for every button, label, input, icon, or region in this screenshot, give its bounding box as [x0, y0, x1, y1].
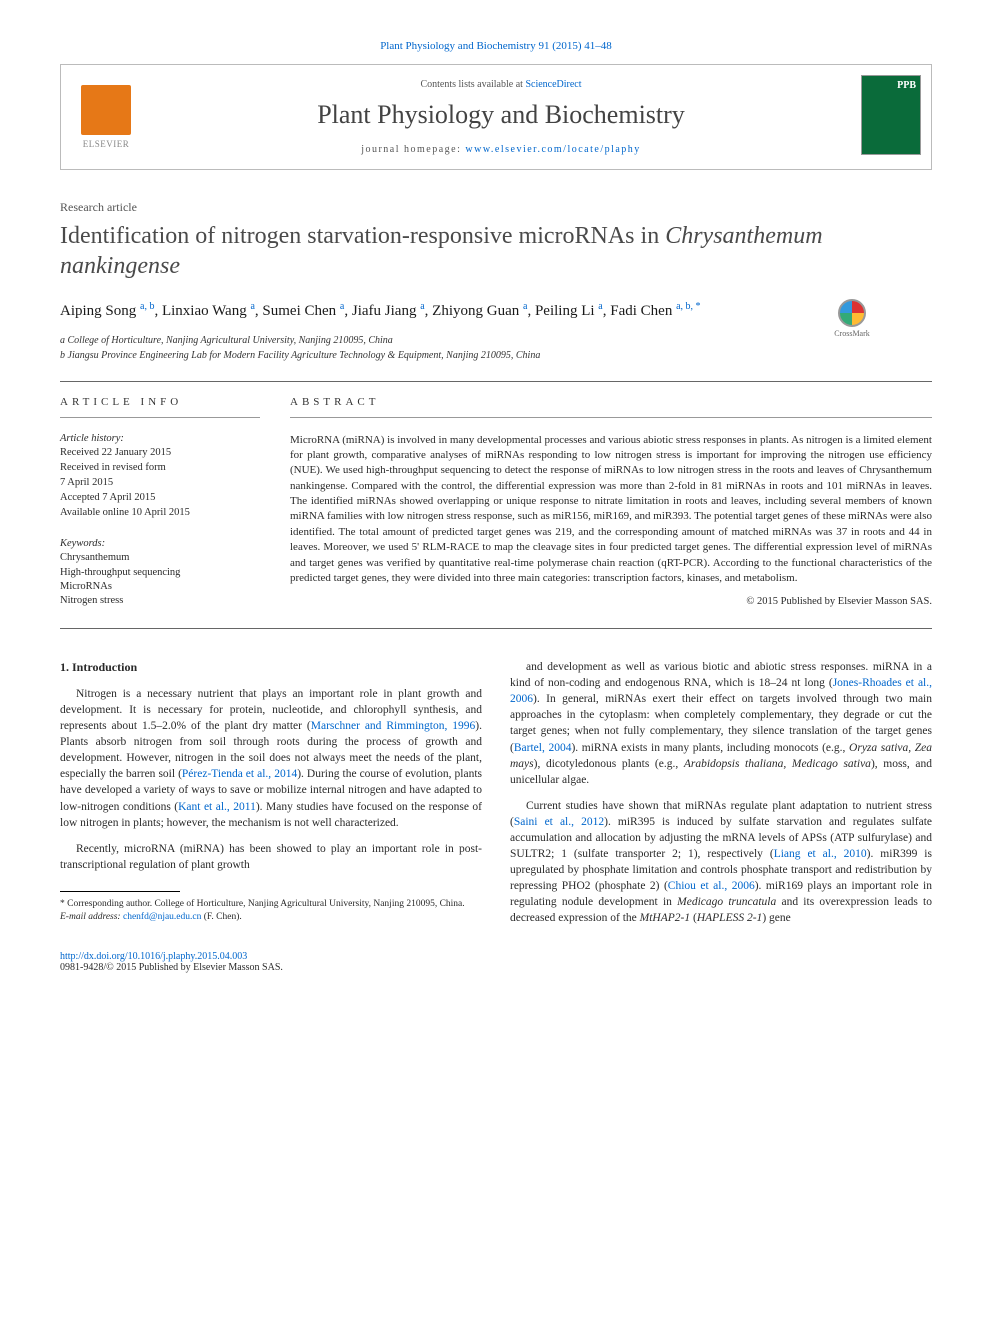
history-label: Article history:	[60, 433, 260, 444]
info-abstract-row: ARTICLE INFO Article history: Received 2…	[60, 396, 932, 609]
article-info: ARTICLE INFO Article history: Received 2…	[60, 396, 260, 609]
contents-line: Contents lists available at ScienceDirec…	[161, 79, 841, 90]
homepage-link[interactable]: www.elsevier.com/locate/plaphy	[465, 144, 640, 155]
cover-abbr: PPB	[897, 80, 916, 91]
history-online: Available online 10 April 2015	[60, 506, 260, 520]
author-5: , Zhiyong Guan	[425, 303, 523, 319]
title-wrap: Identification of nitrogen starvation-re…	[60, 221, 932, 281]
keyword-4: Nitrogen stress	[60, 594, 260, 608]
abstract-header: ABSTRACT	[290, 396, 932, 418]
corresponding-footnote: * Corresponding author. College of Horti…	[60, 898, 482, 911]
history-accepted: Accepted 7 April 2015	[60, 491, 260, 505]
elsevier-tree-icon	[81, 85, 131, 135]
history-revised-label: Received in revised form	[60, 461, 260, 475]
p4i1: Medicago truncatula	[677, 896, 776, 908]
para-3: and development as well as various bioti…	[510, 659, 932, 788]
p3d: ), dicotyledonous plants (e.g.,	[534, 758, 684, 770]
journal-cover: PPB	[851, 65, 931, 169]
footnote-separator	[60, 891, 180, 892]
email-suffix: (F. Chen).	[201, 912, 241, 922]
header-center: Contents lists available at ScienceDirec…	[151, 65, 851, 169]
keyword-3: MicroRNAs	[60, 580, 260, 594]
email-footnote: E-mail address: chenfd@njau.edu.cn (F. C…	[60, 911, 482, 924]
abstract-section: ABSTRACT MicroRNA (miRNA) is involved in…	[290, 396, 932, 609]
author-4: , Jiafu Jiang	[344, 303, 420, 319]
history-revised-date: 7 April 2015	[60, 476, 260, 490]
ref-perez[interactable]: Pérez-Tienda et al., 2014	[182, 768, 297, 780]
cover-thumbnail: PPB	[861, 75, 921, 155]
ref-bartel[interactable]: Bartel, 2004	[514, 742, 572, 754]
ref-kant[interactable]: Kant et al., 2011	[178, 801, 256, 813]
affiliation-a: a College of Horticulture, Nanjing Agric…	[60, 333, 932, 348]
homepage-prefix: journal homepage:	[361, 144, 465, 155]
article-info-header: ARTICLE INFO	[60, 396, 260, 418]
journal-header-box: ELSEVIER Contents lists available at Sci…	[60, 64, 932, 170]
author-7: , Fadi Chen	[603, 303, 676, 319]
section-1-title: 1. Introduction	[60, 659, 482, 676]
author-2: , Linxiao Wang	[154, 303, 250, 319]
para-2: Recently, microRNA (miRNA) has been show…	[60, 841, 482, 873]
keywords-label: Keywords:	[60, 538, 260, 549]
ref-chiou[interactable]: Chiou et al., 2006	[668, 880, 755, 892]
crossmark-icon	[838, 299, 866, 327]
crossmark-label: CrossMark	[834, 329, 870, 338]
p4i3: HAPLESS 2-1	[697, 912, 762, 924]
author-1-sup: a, b	[140, 301, 154, 312]
affiliation-b: b Jiangsu Province Engineering Lab for M…	[60, 348, 932, 363]
ref-liang[interactable]: Liang et al., 2010	[774, 848, 867, 860]
p3c: ). miRNA exists in many plants, includin…	[571, 742, 849, 754]
abstract-text: MicroRNA (miRNA) is involved in many dev…	[290, 433, 932, 587]
email-label: E-mail address:	[60, 912, 123, 922]
p4i2: MtHAP2-1	[640, 912, 690, 924]
article-title: Identification of nitrogen starvation-re…	[60, 221, 932, 281]
page-footer: http://dx.doi.org/10.1016/j.plaphy.2015.…	[60, 951, 932, 973]
author-1: Aiping Song	[60, 303, 140, 319]
issn-line: 0981-9428/© 2015 Published by Elsevier M…	[60, 962, 932, 973]
p4f: (	[690, 912, 697, 924]
crossmark-badge[interactable]: CrossMark	[832, 299, 872, 339]
two-column-body: 1. Introduction Nitrogen is a necessary …	[60, 659, 932, 930]
title-part1: Identification of nitrogen starvation-re…	[60, 223, 665, 249]
author-6: , Peiling Li	[527, 303, 598, 319]
contents-text: Contents lists available at	[420, 79, 525, 90]
author-7-sup: a, b, *	[676, 301, 700, 312]
history-received: Received 22 January 2015	[60, 446, 260, 460]
elsevier-label: ELSEVIER	[83, 139, 130, 149]
article-type: Research article	[60, 200, 932, 215]
authors-list: Aiping Song a, b, Linxiao Wang a, Sumei …	[60, 299, 932, 323]
elsevier-logo[interactable]: ELSEVIER	[61, 65, 151, 169]
ref-marschner[interactable]: Marschner and Rimmington, 1996	[311, 720, 476, 732]
divider-top	[60, 381, 932, 382]
citation-line: Plant Physiology and Biochemistry 91 (20…	[60, 40, 932, 52]
p3i2: Arabidopsis thaliana, Medicago sativa	[684, 758, 871, 770]
homepage-line: journal homepage: www.elsevier.com/locat…	[161, 144, 841, 155]
affiliations: a College of Horticulture, Nanjing Agric…	[60, 333, 932, 363]
abstract-copyright: © 2015 Published by Elsevier Masson SAS.	[290, 596, 932, 607]
keyword-2: High-throughput sequencing	[60, 566, 260, 580]
author-3: , Sumei Chen	[255, 303, 340, 319]
journal-name: Plant Physiology and Biochemistry	[161, 100, 841, 130]
para-1: Nitrogen is a necessary nutrient that pl…	[60, 686, 482, 831]
keyword-1: Chrysanthemum	[60, 551, 260, 565]
divider-bottom	[60, 628, 932, 629]
doi-link[interactable]: http://dx.doi.org/10.1016/j.plaphy.2015.…	[60, 951, 932, 962]
sciencedirect-link[interactable]: ScienceDirect	[525, 79, 581, 90]
p4g: ) gene	[762, 912, 790, 924]
ref-saini[interactable]: Saini et al., 2012	[514, 816, 604, 828]
email-link[interactable]: chenfd@njau.edu.cn	[123, 912, 201, 922]
body-section: 1. Introduction Nitrogen is a necessary …	[60, 659, 932, 930]
para-4: Current studies have shown that miRNAs r…	[510, 798, 932, 927]
